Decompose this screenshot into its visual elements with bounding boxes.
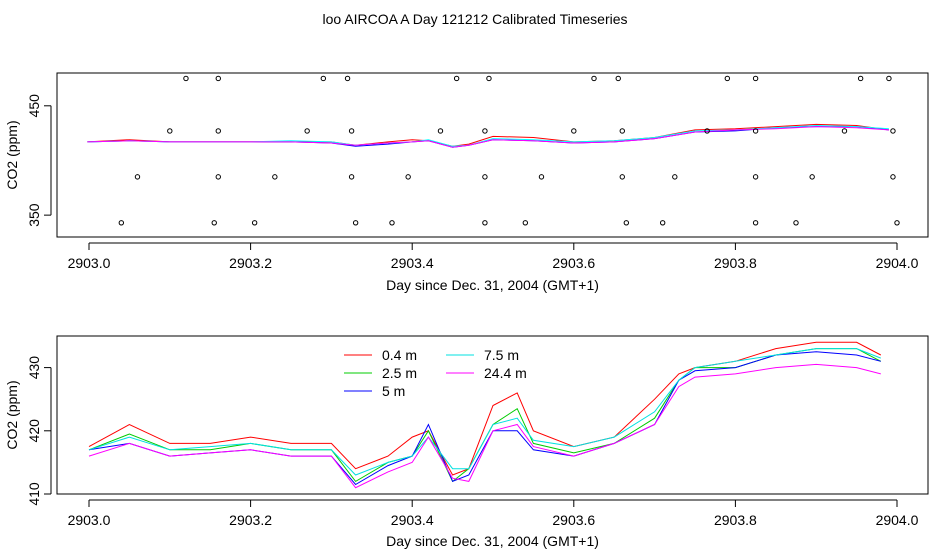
data-point [752,174,759,180]
data-point [215,174,221,180]
data-point [272,174,278,180]
legend-label: 7.5 m [484,347,519,363]
y-tick-label: 450 [26,94,42,118]
x-tick-label: 2903.4 [391,512,434,528]
top-points [118,75,900,226]
y-tick-label: 430 [26,356,42,380]
x-tick-label: 2903.2 [229,255,272,271]
bottom-series-lines [88,341,882,489]
data-point [482,128,488,134]
x-tick-label: 2903.0 [68,512,111,528]
data-point [672,174,678,180]
x-tick-label: 2904.0 [876,255,919,271]
data-point [571,128,577,134]
data-point [215,128,221,134]
x-tick-label: 2903.8 [714,512,757,528]
data-point [538,174,545,180]
data-point [615,75,621,82]
top-series-lines [87,123,889,148]
top-panel: 2903.0 2903.2 2903.4 2903.6 2903.8 2904.0 350… [4,72,929,293]
data-point [482,174,488,180]
data-point [522,220,529,226]
data-point [890,128,896,134]
data-point [659,220,666,226]
data-point [591,75,597,82]
x-tick-label: 2903.2 [229,512,272,528]
data-point [352,220,359,226]
series-line-7-5-m [88,348,881,476]
top-x-axis: 2903.0 2903.2 2903.4 2903.6 2903.8 2904.0 [68,242,919,271]
x-tick-label: 2903.8 [714,255,757,271]
data-point [619,174,625,180]
legend-label: 5 m [382,383,405,399]
data-point [752,75,759,82]
data-point [348,174,355,180]
data-point [623,220,630,226]
series-line-3 [87,126,889,148]
data-point [793,220,799,226]
data-point [134,174,141,180]
x-tick-label: 2903.4 [391,255,434,271]
data-point [453,75,460,82]
data-point [857,75,864,82]
data-point [183,75,189,82]
x-tick-label: 2903.6 [552,255,595,271]
bottom-x-axis-label: Day since Dec. 31, 2004 (GMT+1) [386,533,599,549]
data-point [486,75,492,82]
series-line-1 [87,126,889,148]
data-point [304,128,310,134]
x-tick-label: 2903.6 [552,512,595,528]
data-point [211,220,217,226]
top-x-axis-label: Day since Dec. 31, 2004 (GMT+1) [386,277,599,293]
x-tick-label: 2903.0 [68,255,111,271]
data-point [389,220,395,226]
data-point [724,75,731,82]
data-point [752,128,759,134]
data-point [344,75,351,82]
y-tick-label: 350 [26,203,42,227]
data-point [215,75,221,82]
bottom-plot-frame [56,335,929,495]
top-plot-frame [56,72,929,238]
data-point [704,128,710,134]
data-point [841,128,848,134]
y-tick-label: 410 [26,482,42,506]
top-y-axis-label: CO2 (ppm) [4,120,20,189]
data-point [886,75,892,82]
data-point [619,128,625,134]
data-point [405,174,411,180]
top-y-axis: 350 450 [26,94,52,227]
data-point [167,128,173,134]
data-point [437,128,444,134]
bottom-panel: 2903.0 2903.2 2903.4 2903.6 2903.8 2904.0 410… [4,335,929,549]
bottom-y-axis-label: CO2 (ppm) [4,380,20,449]
x-tick-label: 2904.0 [876,512,919,528]
legend-label: 24.4 m [484,365,527,381]
data-point [894,220,900,226]
data-point [118,220,125,226]
data-point [890,174,896,180]
bottom-y-axis: 410 420 430 [26,356,52,506]
legend-label: 2.5 m [382,365,417,381]
data-point [752,220,759,226]
data-point [482,220,488,226]
data-point [251,220,258,226]
legend: 0.4 m 2.5 m 5 m 7.5 m 24.4 m [344,347,527,399]
data-point [348,128,355,134]
bottom-x-axis: 2903.0 2903.2 2903.4 2903.6 2903.8 2904.0 [68,499,919,528]
series-line-24-4-m [88,363,881,489]
data-point [809,174,815,180]
chart-title: loo AIRCOA A Day 121212 Calibrated Times… [322,11,628,27]
y-tick-label: 420 [26,419,42,443]
legend-label: 0.4 m [382,347,417,363]
data-point [320,75,327,82]
